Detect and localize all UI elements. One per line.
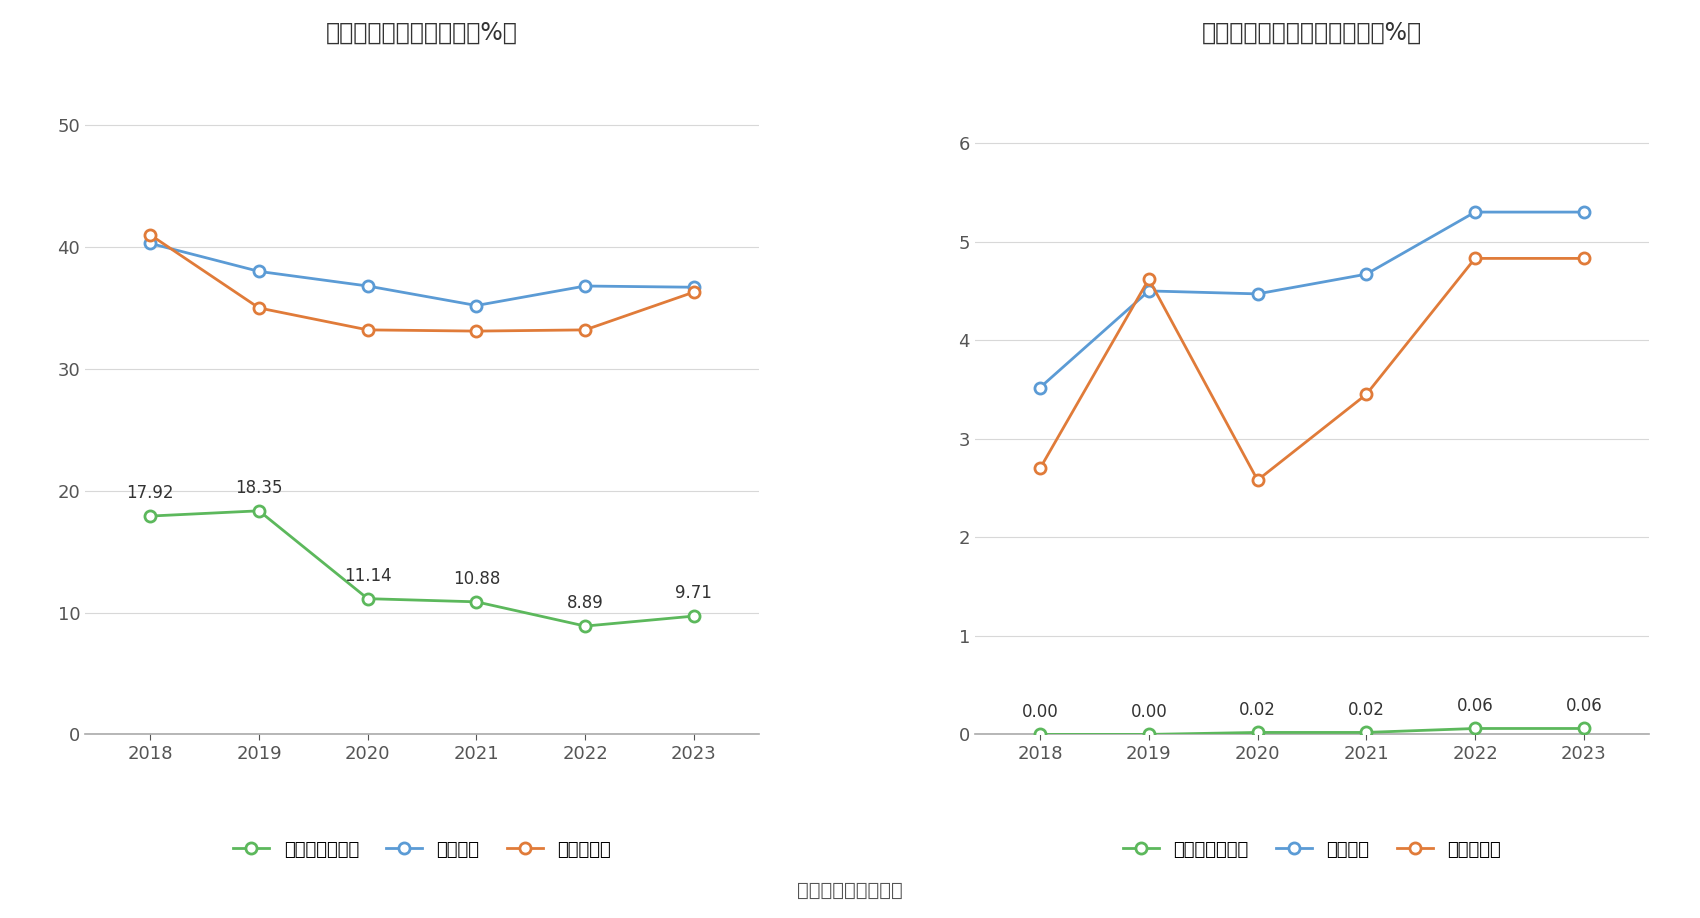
公司资产负债率 — [357, 593, 377, 604]
行业中位数 — [1030, 463, 1051, 474]
Text: 10.88: 10.88 — [452, 570, 500, 588]
行业均值 — [1357, 269, 1377, 280]
行业均值 — [575, 281, 595, 292]
Text: 0.02: 0.02 — [1348, 700, 1386, 719]
Text: 数据来源：恒生聚源: 数据来源：恒生聚源 — [797, 880, 903, 900]
行业中位数 — [683, 286, 704, 297]
Text: 0.06: 0.06 — [1457, 697, 1493, 714]
行业均值 — [1248, 288, 1268, 299]
Text: 0.00: 0.00 — [1130, 702, 1168, 721]
有息资产负债率 — [1465, 723, 1486, 734]
有息资产负债率 — [1248, 727, 1268, 738]
行业均值 — [683, 282, 704, 293]
Title: 近年来有息资产负债率情况（%）: 近年来有息资产负债率情况（%） — [1202, 20, 1421, 44]
行业均值 — [1574, 207, 1595, 218]
行业均值 — [248, 266, 269, 277]
Text: 11.14: 11.14 — [343, 566, 391, 585]
行业中位数 — [248, 302, 269, 313]
行业均值 — [1465, 207, 1486, 218]
行业均值 — [357, 281, 377, 292]
公司资产负债率 — [248, 505, 269, 516]
Text: 0.06: 0.06 — [1566, 697, 1601, 714]
Legend: 公司资产负债率, 行业均值, 行业中位数: 公司资产负债率, 行业均值, 行业中位数 — [233, 840, 610, 859]
行业中位数 — [1248, 475, 1268, 486]
行业均值 — [466, 300, 486, 311]
行业均值 — [1030, 382, 1051, 393]
公司资产负债率 — [683, 610, 704, 621]
行业中位数 — [357, 324, 377, 335]
Text: 18.35: 18.35 — [235, 479, 282, 497]
公司资产负债率 — [466, 597, 486, 608]
Text: 0.00: 0.00 — [1022, 702, 1059, 721]
行业中位数 — [575, 324, 595, 335]
行业中位数 — [1139, 274, 1159, 285]
Line: 行业中位数: 行业中位数 — [1035, 252, 1590, 486]
Legend: 有息资产负债率, 行业均值, 行业中位数: 有息资产负债率, 行业均值, 行业中位数 — [1124, 840, 1501, 859]
Title: 近年来资产负债率情况（%）: 近年来资产负债率情况（%） — [326, 20, 518, 44]
Text: 9.71: 9.71 — [675, 584, 712, 602]
Line: 行业均值: 行业均值 — [1035, 207, 1590, 393]
公司资产负债率 — [575, 621, 595, 632]
Text: 17.92: 17.92 — [126, 484, 173, 502]
Line: 公司资产负债率: 公司资产负债率 — [144, 505, 699, 632]
行业中位数 — [1357, 389, 1377, 400]
行业均值 — [139, 238, 160, 249]
行业中位数 — [466, 326, 486, 337]
Text: 8.89: 8.89 — [566, 594, 604, 612]
有息资产负债率 — [1574, 723, 1595, 734]
Line: 有息资产负债率: 有息资产负债率 — [1035, 723, 1590, 740]
行业中位数 — [1574, 252, 1595, 263]
有息资产负债率 — [1139, 729, 1159, 740]
Line: 行业均值: 行业均值 — [144, 238, 699, 311]
行业中位数 — [1465, 252, 1486, 263]
行业均值 — [1139, 285, 1159, 297]
Line: 行业中位数: 行业中位数 — [144, 230, 699, 337]
有息资产负债率 — [1030, 729, 1051, 740]
Text: 0.02: 0.02 — [1239, 700, 1277, 719]
有息资产负债率 — [1357, 727, 1377, 738]
公司资产负债率 — [139, 510, 160, 521]
行业中位数 — [139, 230, 160, 241]
